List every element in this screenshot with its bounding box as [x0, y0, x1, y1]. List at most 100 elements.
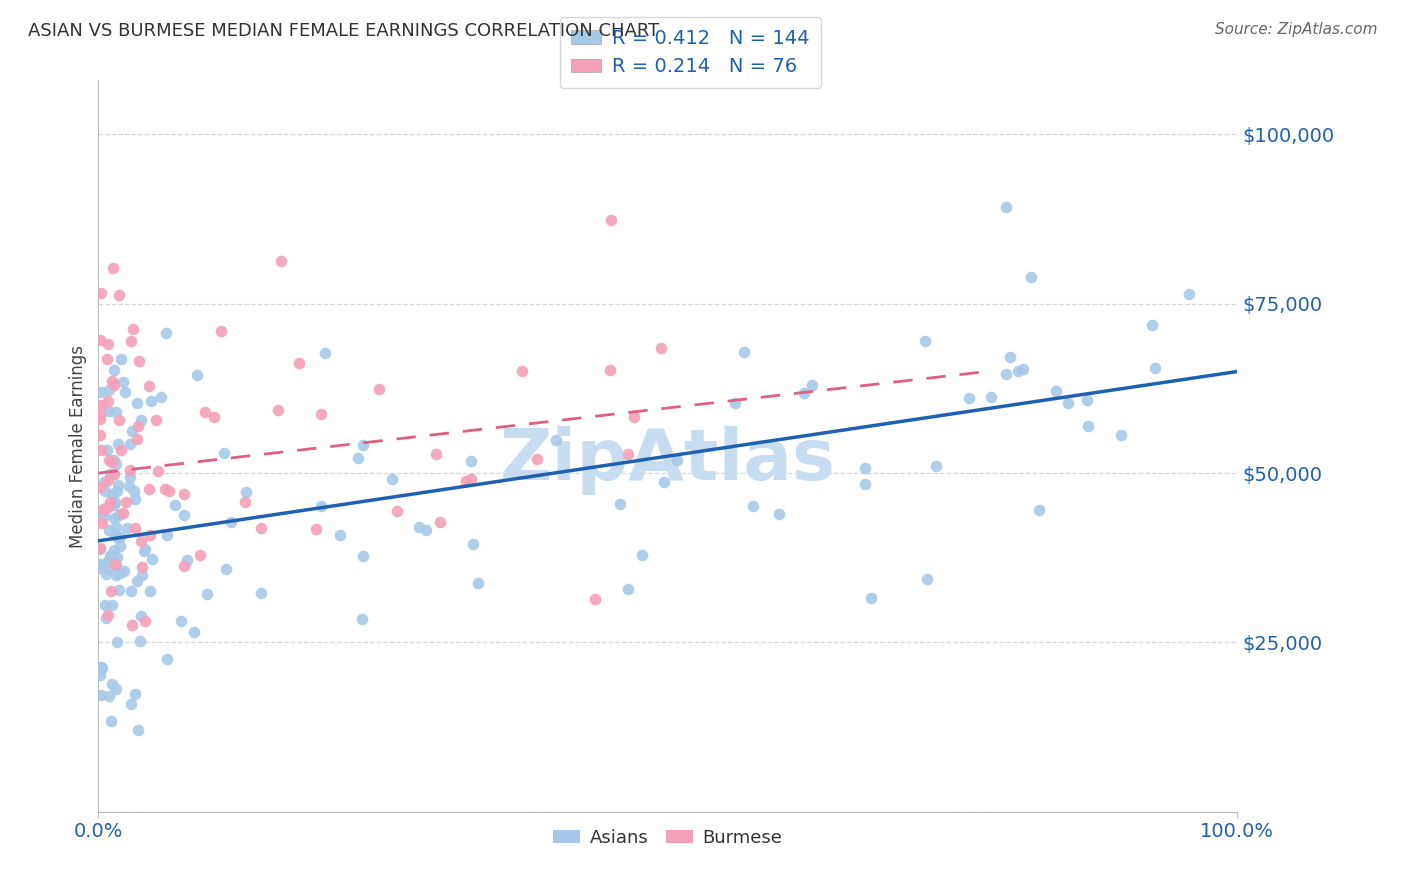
Point [510, 364, 533, 378]
Point [90, 659, 112, 673]
Point [93, 502, 115, 516]
Point [146, 463, 169, 477]
Point [104, 557, 127, 571]
Point [125, 574, 148, 589]
Point [111, 506, 134, 520]
Point [652, 475, 675, 489]
Point [97, 337, 120, 351]
Point [914, 334, 936, 349]
Point [1111, 427, 1133, 442]
Point [134, 614, 156, 628]
Point [104, 494, 127, 508]
Point [998, 350, 1021, 364]
Point [350, 612, 373, 626]
Point [115, 521, 138, 535]
Point [156, 527, 179, 541]
Point [734, 344, 756, 359]
Point [195, 587, 218, 601]
Point [103, 377, 125, 392]
Point [124, 492, 146, 507]
Point [250, 521, 273, 535]
Point [118, 436, 141, 450]
Point [124, 521, 146, 535]
Point [101, 455, 124, 469]
Point [94, 483, 117, 498]
Point [1077, 418, 1099, 433]
Point [724, 396, 747, 410]
Point [89, 428, 111, 442]
Point [91, 504, 114, 518]
Point [108, 539, 131, 553]
Point [347, 451, 370, 466]
Point [97, 500, 120, 514]
Point [925, 459, 948, 474]
Point [103, 543, 125, 558]
Point [105, 404, 128, 418]
Point [90, 688, 112, 702]
Point [170, 614, 193, 628]
Point [89, 541, 111, 555]
Point [288, 356, 311, 370]
Point [93, 509, 115, 524]
Point [97, 383, 120, 397]
Point [108, 413, 131, 427]
Point [381, 472, 404, 486]
Point [132, 544, 155, 558]
Point [131, 560, 153, 574]
Point [249, 586, 271, 600]
Point [129, 633, 152, 648]
Point [1140, 318, 1163, 332]
Point [1007, 364, 1029, 378]
Point [915, 572, 938, 586]
Point [104, 681, 127, 696]
Point [90, 384, 112, 399]
Point [111, 375, 134, 389]
Point [617, 447, 640, 461]
Point [110, 442, 132, 457]
Point [100, 584, 122, 599]
Point [617, 582, 640, 596]
Point [138, 378, 160, 392]
Point [149, 390, 172, 404]
Point [1143, 360, 1166, 375]
Point [623, 410, 645, 425]
Point [188, 548, 211, 562]
Point [270, 254, 292, 268]
Point [97, 554, 120, 568]
Point [461, 537, 484, 551]
Point [90, 443, 112, 458]
Point [91, 661, 114, 675]
Text: ZipAtlas: ZipAtlas [501, 426, 835, 495]
Point [304, 522, 326, 536]
Point [186, 368, 208, 382]
Point [1057, 396, 1080, 410]
Point [429, 515, 451, 529]
Point [599, 212, 621, 227]
Point [215, 561, 238, 575]
Point [121, 424, 143, 438]
Point [235, 485, 257, 500]
Point [1028, 502, 1050, 516]
Point [768, 507, 790, 521]
Point [385, 504, 408, 518]
Point [1178, 286, 1201, 301]
Point [96, 352, 118, 367]
Point [125, 395, 148, 409]
Point [120, 697, 142, 711]
Point [104, 520, 127, 534]
Point [367, 382, 389, 396]
Point [100, 467, 122, 482]
Point [235, 495, 257, 509]
Point [155, 326, 177, 340]
Point [742, 499, 765, 513]
Point [103, 498, 125, 512]
Point [100, 598, 122, 612]
Point [104, 457, 127, 471]
Point [467, 576, 489, 591]
Point [599, 363, 621, 377]
Point [183, 624, 205, 639]
Point [145, 413, 167, 427]
Point [97, 608, 120, 623]
Point [415, 523, 437, 537]
Point [583, 591, 606, 606]
